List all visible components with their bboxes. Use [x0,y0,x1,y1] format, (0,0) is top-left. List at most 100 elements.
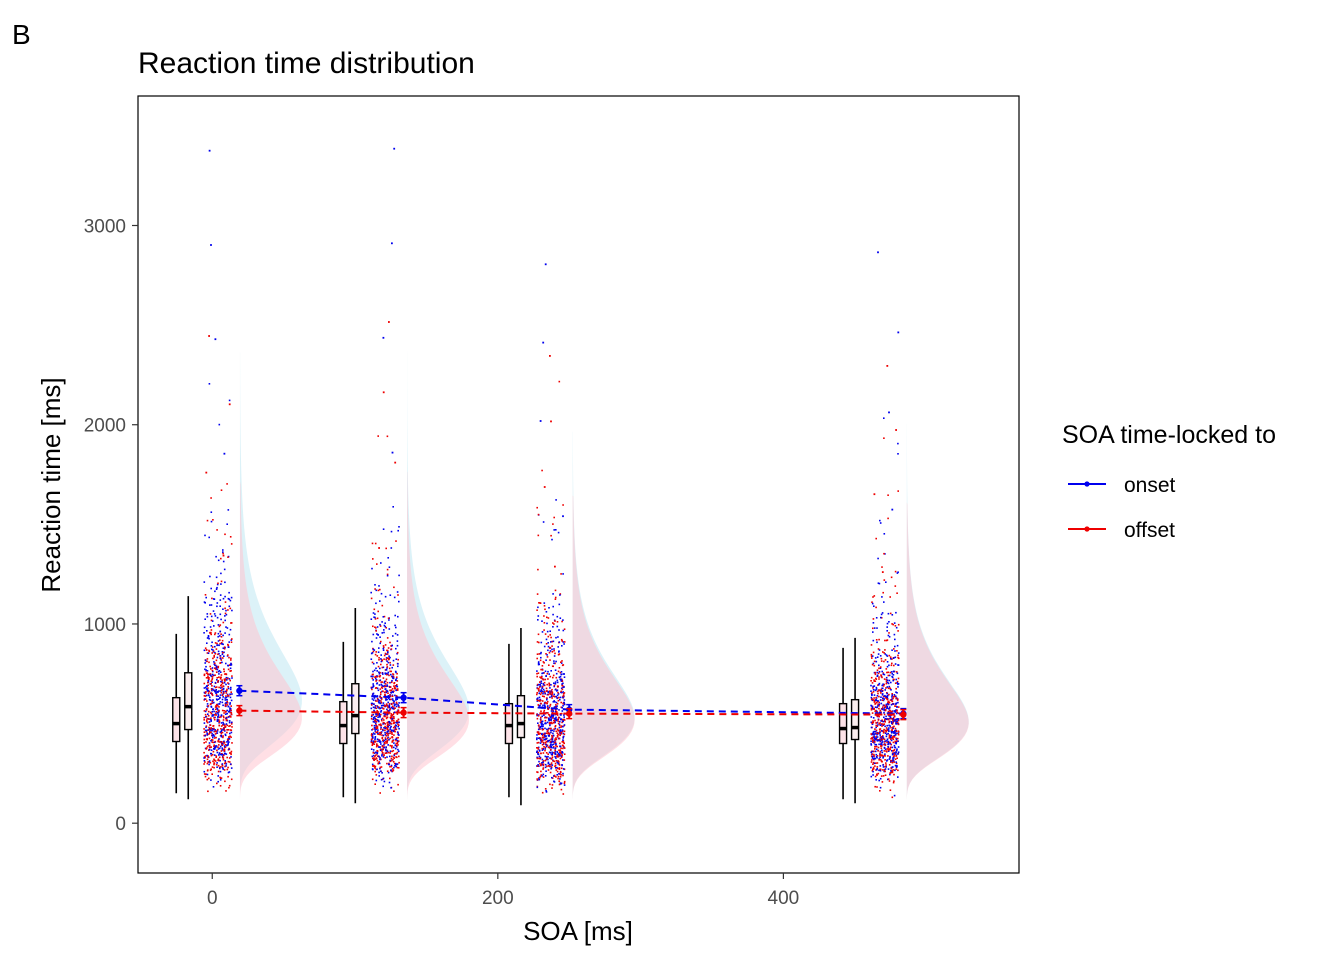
point-offset-233 [563,759,566,761]
point-offset-233 [542,741,545,744]
point-onset-467 [882,697,884,700]
point-onset-117 [380,704,383,707]
point-offset-0 [209,613,212,615]
point-onset-233 [539,742,542,744]
point-onset-117 [395,738,398,740]
point-onset-467 [880,696,882,698]
point-onset-467 [875,698,877,701]
point-offset-467 [876,762,879,764]
point-offset-117 [377,435,379,437]
point-onset-117 [378,715,381,718]
point-onset-467 [889,773,891,776]
point-offset-0 [222,657,224,659]
point-offset-117 [376,750,378,752]
point-offset-467 [872,741,874,743]
point-offset-117 [384,705,387,707]
point-offset-233 [556,732,559,734]
point-outlier-onset-0 [223,452,226,455]
point-onset-0 [218,747,221,750]
point-onset-0 [215,576,218,579]
point-offset-467 [884,659,887,661]
point-onset-233 [540,739,542,742]
point-onset-233 [563,686,565,688]
point-onset-233 [555,636,557,639]
point-onset-117 [395,699,397,701]
point-onset-233 [562,768,565,770]
point-offset-117 [381,751,384,754]
point-offset-117 [379,731,381,734]
point-onset-233 [541,715,543,718]
point-offset-233 [538,641,540,644]
point-onset-117 [379,740,381,742]
point-offset-467 [892,721,894,724]
point-offset-467 [883,678,886,680]
point-offset-233 [541,729,544,731]
point-onset-117 [383,624,386,627]
point-onset-0 [231,677,233,679]
box-onset-117 [351,683,360,735]
point-offset-117 [376,705,379,707]
point-onset-0 [218,738,220,740]
point-onset-117 [374,613,376,615]
point-offset-0 [216,782,218,785]
point-offset-117 [395,728,398,731]
point-offset-233 [536,757,539,760]
point-offset-117 [372,650,375,653]
point-offset-467 [874,785,876,788]
point-onset-0 [228,716,230,718]
point-onset-0 [217,748,220,750]
point-onset-467 [886,665,889,668]
point-onset-233 [544,722,547,724]
point-offset-467 [897,656,899,659]
point-offset-117 [386,770,389,772]
point-onset-467 [885,735,888,738]
point-offset-117 [389,737,391,740]
point-onset-233 [559,698,561,701]
point-onset-117 [390,725,392,728]
point-offset-117 [375,680,377,682]
point-onset-0 [208,763,210,766]
point-offset-117 [381,734,383,736]
point-offset-117 [391,695,394,698]
point-onset-233 [559,617,562,619]
point-onset-233 [541,687,543,690]
point-onset-0 [225,683,227,686]
point-onset-467 [879,765,882,767]
point-onset-233 [555,767,557,769]
point-offset-467 [890,726,892,729]
point-offset-233 [547,617,550,619]
point-onset-467 [897,571,899,573]
point-onset-117 [380,654,382,656]
point-offset-233 [547,729,549,731]
point-offset-233 [557,722,560,725]
point-offset-0 [207,756,209,758]
point-offset-0 [206,758,209,761]
point-onset-467 [885,654,888,656]
point-offset-117 [392,749,395,752]
point-offset-0 [211,685,213,687]
point-onset-233 [550,767,552,770]
point-onset-0 [209,604,211,606]
point-onset-467 [889,757,891,759]
point-onset-117 [381,632,384,634]
point-offset-0 [213,717,215,719]
point-offset-233 [557,767,559,770]
point-offset-233 [551,697,553,699]
point-onset-117 [395,677,398,679]
legend-entry-onset: onset [1068,474,1176,497]
point-offset-467 [882,730,884,732]
point-offset-233 [540,752,542,755]
point-offset-0 [218,756,221,759]
point-onset-467 [892,674,895,676]
point-onset-467 [871,694,873,696]
point-offset-0 [217,764,220,767]
point-onset-467 [895,765,898,767]
point-offset-233 [540,738,543,741]
point-outlier-offset-233 [554,565,556,568]
point-offset-117 [378,733,380,736]
point-onset-0 [205,669,207,671]
point-onset-233 [550,753,553,756]
point-onset-467 [874,737,876,740]
point-onset-117 [398,702,400,704]
point-onset-467 [875,738,877,741]
